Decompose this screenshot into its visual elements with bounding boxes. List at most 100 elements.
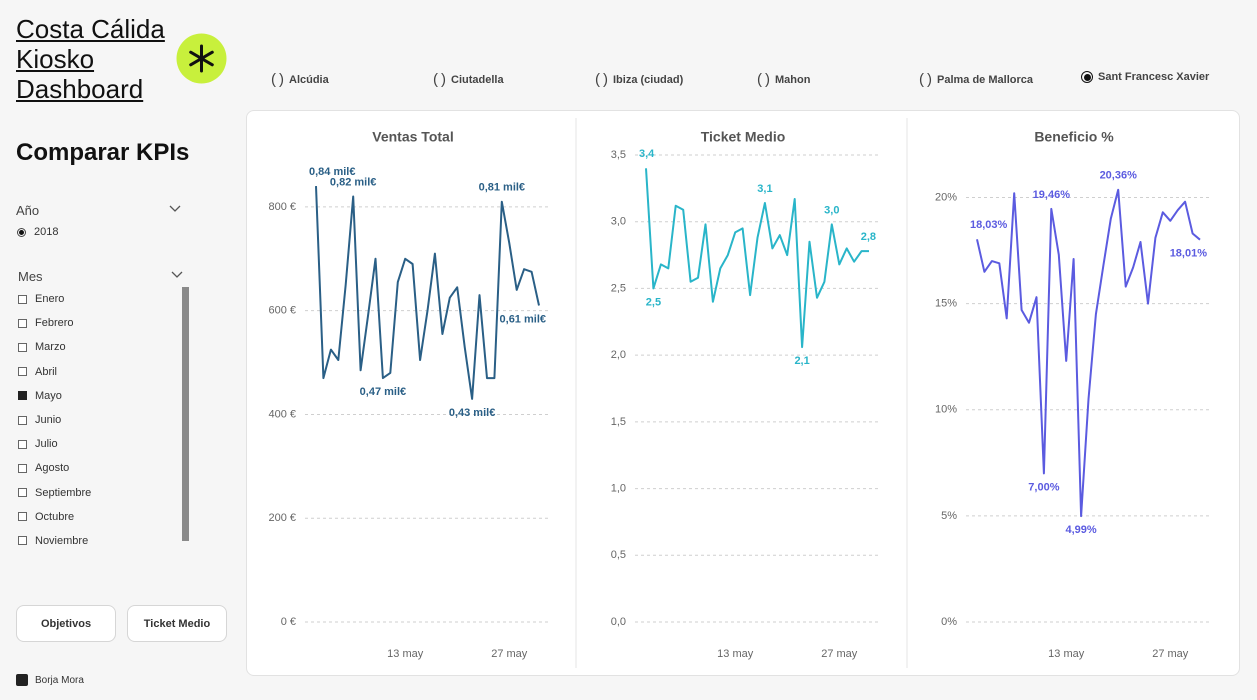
month-option[interactable]: Abril [18,360,91,384]
location-option[interactable]: Sant Francesc Xavier [1081,71,1209,83]
month-filter-label: Mes [18,269,43,284]
checkbox[interactable] [18,391,27,401]
data-label: 18,01% [1170,248,1208,260]
location-option[interactable]: () Ciutadella [433,71,504,88]
data-label: 0,61 mil€ [500,313,546,325]
radio[interactable]: () [919,71,935,88]
y-tick-label: 3,0 [611,216,626,228]
checkbox[interactable] [18,439,27,449]
location-label: Palma de Mallorca [937,73,1033,86]
option-label: Mayo [35,389,62,402]
month-option[interactable]: Mayo [18,384,91,408]
logo [176,33,227,84]
line [976,188,1201,518]
y-tick-label: 1,5 [611,416,626,428]
checkbox[interactable] [18,463,27,473]
radio[interactable]: () [433,71,449,88]
option-label: Octubre [35,510,75,523]
button[interactable]: Objetivos [16,605,116,642]
month-option[interactable]: Noviembre [18,529,91,553]
year-chevron[interactable] [169,205,181,213]
x-tick-label: 13 may [717,648,754,660]
y-tick-label: 2,5 [611,282,626,294]
month-chevron[interactable] [171,271,183,279]
checkbox[interactable] [18,342,27,352]
data-label: 3,4 [639,148,655,160]
y-tick-label: 0,5 [611,549,626,561]
location-label: Mahon [775,73,811,86]
chart-title: Ventas Total [372,129,453,145]
location-option[interactable]: () Ibiza (ciudad) [595,71,683,88]
month-option[interactable]: Julio [18,432,91,456]
data-label: 7,00% [1028,481,1059,493]
checkbox[interactable] [18,415,27,425]
option-label: Enero [35,293,65,306]
month-option[interactable]: Enero [18,287,91,311]
data-label: 0,81 mil€ [479,182,525,194]
data-label: 2,8 [861,231,876,243]
data-label: 20,36% [1100,170,1138,182]
year-options: 2018 [17,220,58,244]
y-tick-label: 10% [935,404,957,416]
checkbox[interactable] [18,367,27,377]
button[interactable]: Ticket Medio [127,605,227,642]
data-label: 18,03% [970,219,1008,231]
radio[interactable]: () [271,71,287,88]
y-tick-label: 15% [935,297,957,309]
y-tick-label: 0,0 [611,616,626,628]
y-tick-label: 5% [941,510,957,522]
location-label: Ciutadella [451,73,504,86]
x-tick-label: 27 may [821,648,858,660]
option-label: Junio [35,414,62,427]
y-tick-label: 0 € [281,616,296,628]
option-label: Septiembre [35,486,92,499]
month-option[interactable]: Octubre [18,505,91,529]
data-label: 0,47 mil€ [360,386,406,398]
month-option[interactable]: Septiembre [18,481,91,505]
radio[interactable]: () [595,71,611,88]
y-tick-label: 0% [941,616,957,628]
linkedin-icon[interactable] [16,674,28,686]
location-option[interactable]: () Mahon [757,71,810,88]
radio-selected[interactable] [1081,71,1093,83]
data-label: 2,1 [794,355,809,367]
x-tick-label: 27 may [491,648,528,660]
option-label: Agosto [35,462,70,475]
line [315,186,540,400]
y-tick-label: 3,5 [611,149,626,161]
section-heading: Comparar KPIs [16,139,190,166]
x-tick-label: 27 may [1152,648,1189,660]
y-tick-label: 2,0 [611,349,626,361]
location-label: Alcúdia [289,73,329,86]
data-label: 0,84 mil€ [309,166,355,178]
location-option[interactable]: () Palma de Mallorca [919,71,1033,88]
month-option[interactable]: Agosto [18,456,91,480]
checkbox[interactable] [18,536,27,546]
location-label: Ibiza (ciudad) [613,73,684,86]
location-option[interactable]: () Alcúdia [271,71,329,88]
y-tick-label: 600 € [268,305,296,317]
radio[interactable] [17,227,26,237]
checkbox[interactable] [18,294,27,304]
option-label: Marzo [35,341,66,354]
option-label: Febrero [35,317,74,330]
year-option[interactable]: 2018 [17,220,58,244]
checkbox[interactable] [18,318,27,328]
year-filter-label: Año [16,203,40,218]
month-option[interactable]: Marzo [18,335,91,359]
x-tick-label: 13 may [387,648,424,660]
data-label: 0,82 mil€ [330,176,376,188]
scrollbar[interactable] [182,287,189,541]
data-label: 0,43 mil€ [449,407,495,419]
month-option[interactable]: Junio [18,408,91,432]
chart-title: Ticket Medio [701,129,786,145]
x-tick-label: 13 may [1048,648,1085,660]
checkbox[interactable] [18,488,27,498]
line [645,168,869,349]
y-tick-label: 400 € [268,408,296,420]
month-option[interactable]: Febrero [18,311,91,335]
radio[interactable]: () [757,71,773,88]
checkbox[interactable] [18,512,27,522]
